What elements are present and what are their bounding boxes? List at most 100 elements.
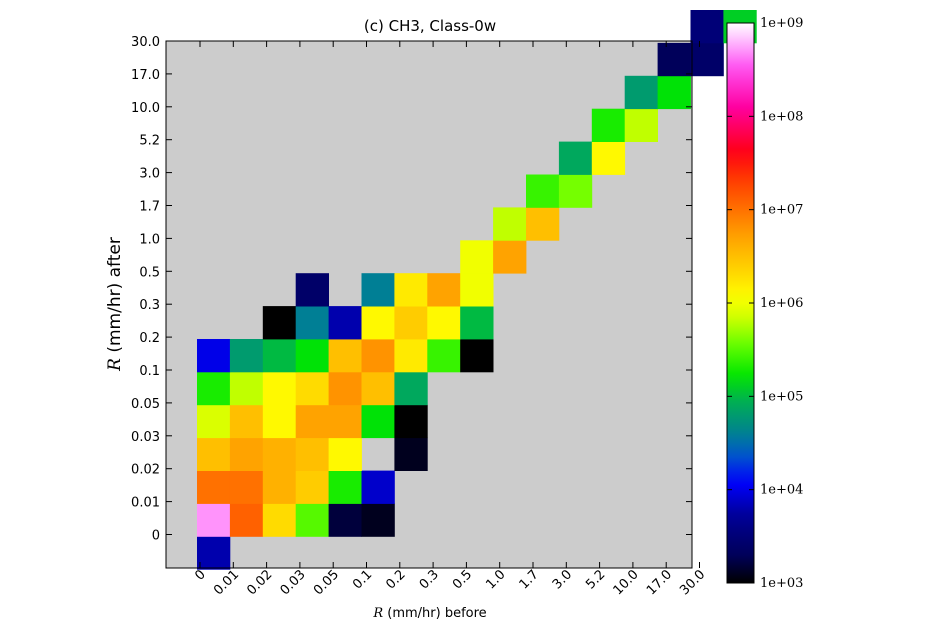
heatmap-cell [526, 174, 560, 208]
heatmap-cell [558, 174, 593, 208]
colorbar-tick-label: 1e+04 [760, 483, 803, 498]
x-tick-label: 1.7 [517, 567, 542, 592]
x-tick-label: 1.0 [483, 567, 508, 592]
heatmap-cell [328, 339, 362, 373]
heatmap-cell [295, 404, 329, 439]
colorbar-tick-label: 1e+03 [760, 576, 803, 591]
heatmap-cell [394, 371, 428, 406]
y-axis-ticks: 30.0 17.0 10.0 5.2 3.0 1.7 1.0 0.5 0.3 0.2 0.1 0.05… [131, 35, 692, 544]
y-tick-label: 3.0 [139, 167, 160, 182]
heatmap-cell [493, 207, 527, 241]
y-tick-label: 0.03 [131, 430, 160, 445]
colorbar-tick-label: 1e+08 [760, 109, 803, 124]
heatmap-cell [295, 437, 329, 471]
heatmap-cell [295, 470, 329, 504]
heatmap-cell [328, 437, 362, 471]
heatmap-cell [295, 503, 329, 537]
heatmap-cell [394, 437, 428, 471]
heatmap-cell [690, 42, 724, 77]
heatmap-cell [690, 10, 724, 44]
heatmap-cell [295, 371, 329, 406]
heatmap-cell [657, 42, 691, 77]
heatmap-cell [197, 470, 231, 504]
heatmap-cell [229, 470, 264, 504]
heatmap-cell [197, 404, 231, 439]
y-tick-label: 10.0 [131, 101, 160, 116]
heatmap-cell [328, 404, 362, 439]
colorbar-ticks: 1e+09 1e+08 1e+07 1e+06 1e+05 1e+04 1e+03 [727, 16, 803, 591]
heatmap-cell [262, 437, 297, 471]
y-tick-label: 1.7 [139, 200, 160, 215]
x-tick-label: 0.2 [383, 567, 408, 592]
heatmap-cell [624, 108, 658, 142]
heatmap-cell [624, 75, 658, 110]
y-tick-label: 17.0 [131, 68, 160, 83]
heatmap-cell [558, 141, 593, 175]
x-tick-label: 0.3 [417, 567, 442, 592]
x-tick-label: 3.0 [550, 567, 575, 592]
colorbar-tick-label: 1e+06 [760, 296, 803, 311]
heatmap-cell [526, 207, 560, 241]
colorbar-tick-label: 1e+05 [760, 389, 803, 404]
x-tick-label: 0.5 [450, 567, 475, 592]
heatmap-cell [394, 404, 428, 439]
heatmap-cell [328, 371, 362, 406]
heatmap-cell [394, 339, 428, 373]
heatmap-cell [394, 273, 428, 307]
heatmap-cell [328, 470, 362, 504]
heatmap-cell [197, 536, 231, 570]
colorbar-tick-label: 1e+07 [760, 203, 803, 218]
heatmap-cell [229, 503, 264, 537]
y-tick-label: 0.3 [139, 298, 160, 313]
y-tick-label: 0.5 [139, 265, 160, 280]
colorbar-tick-label: 1e+09 [760, 16, 803, 31]
heatmap-cells [197, 10, 757, 570]
heatmap-cell [460, 273, 494, 307]
x-tick-label: 30.0 [677, 567, 708, 598]
y-axis-label-text: (mm/hr) after [105, 237, 125, 358]
y-tick-label: 5.2 [139, 134, 160, 149]
heatmap-cell [493, 240, 527, 274]
x-tick-label: 0.02 [244, 567, 275, 598]
heatmap-cell [197, 503, 231, 537]
heatmap-cell [394, 306, 428, 340]
y-tick-label: 0.2 [139, 331, 160, 346]
y-tick-label: 0.02 [131, 463, 160, 478]
y-tick-label: 0 [152, 529, 160, 544]
x-tick-label: 0.1 [350, 567, 375, 592]
x-tick-label: 0.05 [311, 567, 342, 598]
heatmap-cell [262, 404, 297, 439]
x-tick-label: 10.0 [611, 567, 642, 598]
x-axis-label-text: (mm/hr) before [383, 606, 487, 621]
heatmap-cell [460, 240, 494, 274]
heatmap-cell [591, 141, 626, 175]
heatmap-cell [262, 470, 297, 504]
heatmap-cell [361, 273, 395, 307]
heatmap-cell [361, 470, 395, 504]
heatmap-cell [295, 273, 329, 307]
heatmap-cell [197, 437, 231, 471]
heatmap-cell [427, 273, 461, 307]
heatmap-cell [460, 339, 494, 373]
heatmap-cell [361, 306, 395, 340]
x-axis-label-symbol: R [372, 606, 383, 621]
heatmap-cell [361, 339, 395, 373]
heatmap-cell [229, 437, 264, 471]
heatmap-cell [328, 306, 362, 340]
y-axis-label-symbol: R [105, 358, 125, 372]
heatmap-cell [262, 306, 297, 340]
heatmap-cell [295, 306, 329, 340]
heatmap-cell [229, 371, 264, 406]
heatmap-cell [361, 371, 395, 406]
x-axis-label: R (mm/hr) before [372, 606, 486, 621]
heatmap-cell [657, 75, 691, 110]
heatmap-cell [591, 108, 626, 142]
heatmap-cell [460, 306, 494, 340]
y-axis-label: R (mm/hr) after [105, 237, 125, 372]
heatmap-cell [361, 503, 395, 537]
heatmap-cell [427, 339, 461, 373]
heatmap-cell [197, 371, 231, 406]
heatmap-cell [262, 503, 297, 537]
heatmap-cell [229, 404, 264, 439]
heatmap-cell [328, 503, 362, 537]
